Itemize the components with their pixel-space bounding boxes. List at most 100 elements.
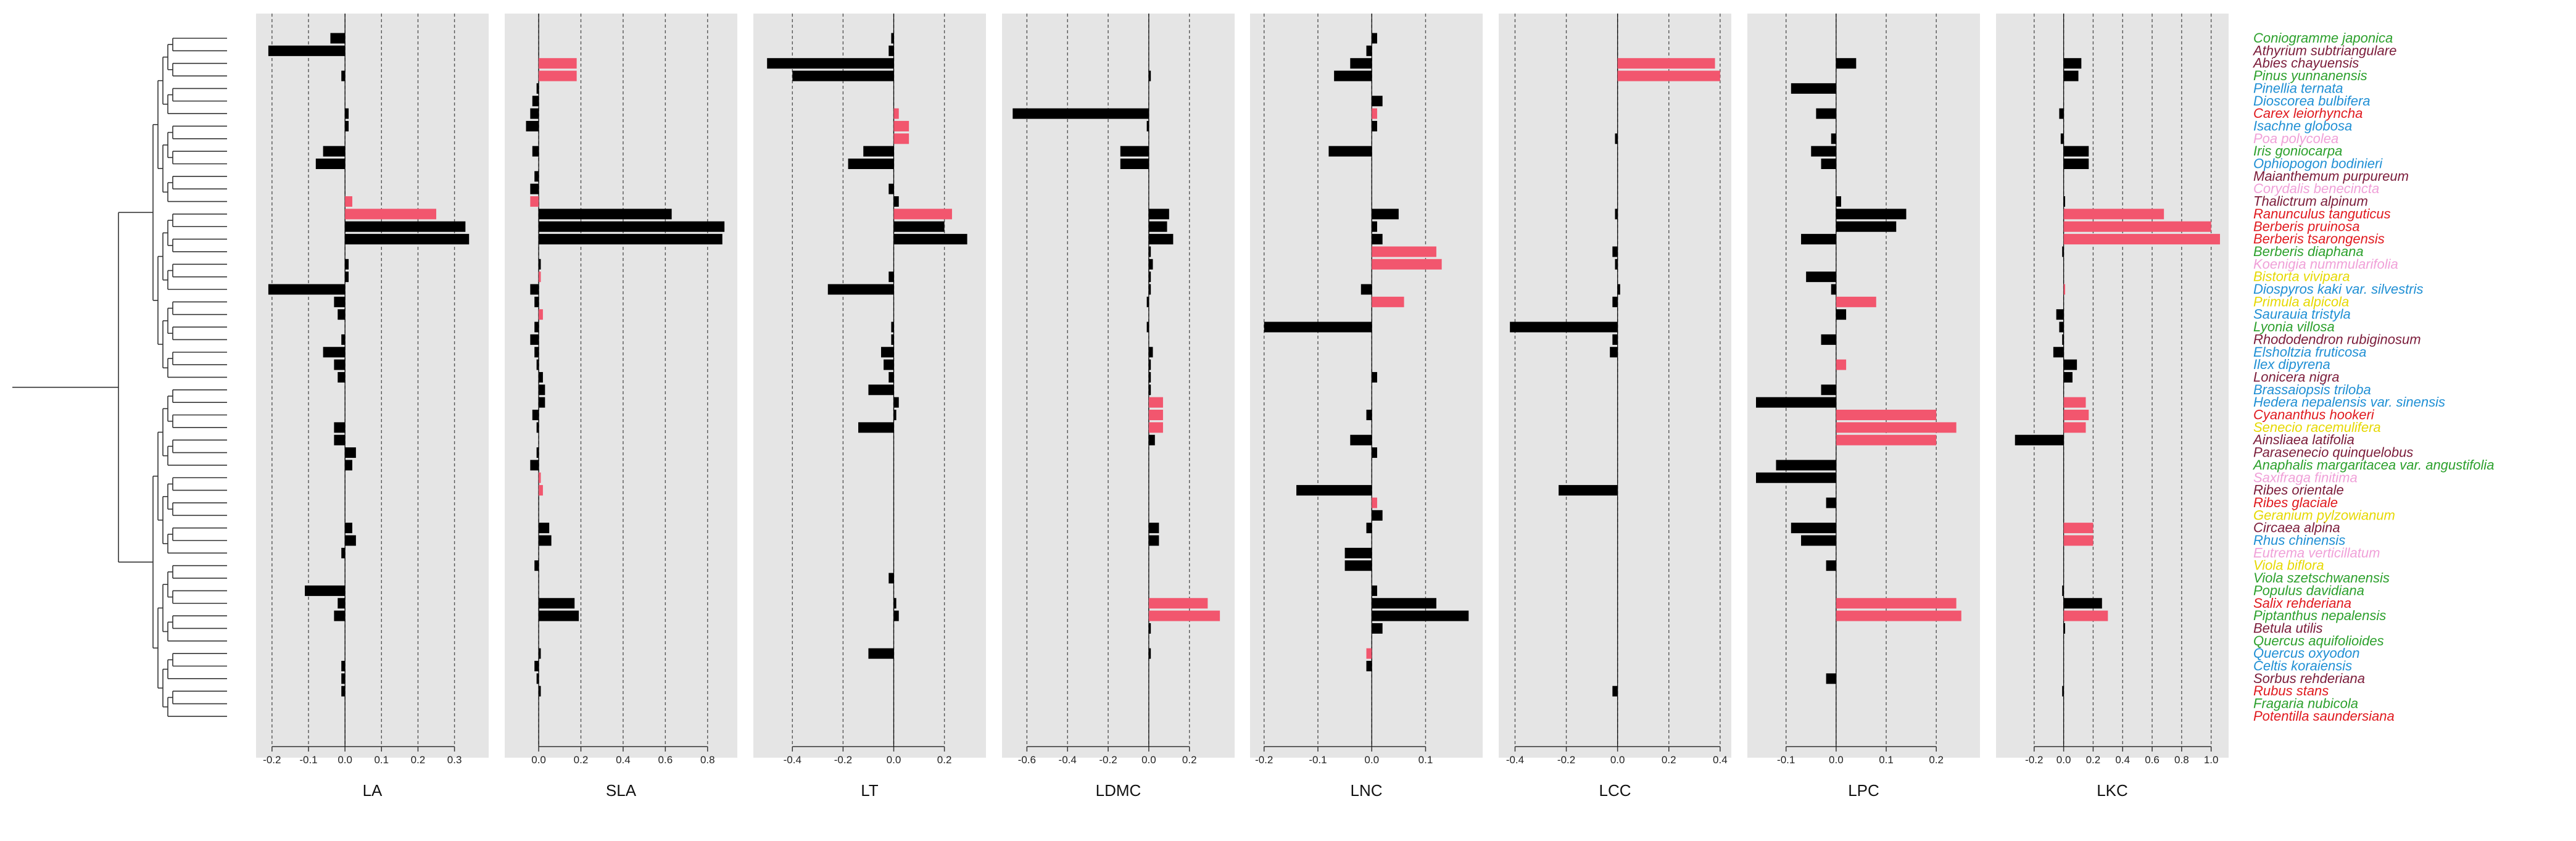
species-label: Primula alpicola	[2253, 294, 2349, 309]
bar-lpc-16	[1801, 234, 1836, 245]
bar-lkc-46	[2063, 610, 2108, 621]
panel-lpc: -0.1 0.0 0.1 0.2 LPC	[1747, 14, 1980, 800]
bar-sla-24	[530, 334, 539, 345]
tick-label: 0.4	[1713, 754, 1728, 766]
bar-lcc-52	[1612, 686, 1618, 697]
bar-lnc-6	[1372, 108, 1377, 119]
bar-lt-23	[891, 321, 894, 333]
bar-sla-50	[534, 661, 539, 671]
species-label: Athyrium subtriangulare	[2252, 43, 2396, 58]
bar-la-25	[323, 347, 346, 358]
bar-lnc-46	[1372, 610, 1469, 621]
species-label: Fragaria nubicola	[2253, 696, 2358, 711]
bar-lkc-3	[2063, 70, 2079, 81]
bar-ldmc-14	[1148, 209, 1169, 220]
tick-label: -0.2	[263, 754, 281, 766]
species-label: Carex leiorhyncha	[2253, 106, 2363, 121]
bar-ldmc-15	[1148, 221, 1167, 232]
species-label: Rhododendron rubiginosum	[2253, 331, 2421, 347]
tick-label: -0.2	[1099, 754, 1117, 766]
bar-lnc-7	[1372, 120, 1377, 131]
bar-lpc-31	[1836, 422, 1957, 433]
bar-la-26	[334, 359, 346, 370]
bar-lnc-23	[1264, 321, 1372, 333]
bar-lt-27	[888, 371, 894, 383]
tick-label: -0.4	[1059, 754, 1077, 766]
species-label: Coniogramme japonica	[2253, 30, 2393, 46]
bar-lnc-39	[1366, 523, 1372, 534]
bar-ldmc-28	[1148, 384, 1151, 396]
bar-lnc-21	[1372, 296, 1404, 307]
bar-sla-25	[534, 347, 539, 358]
bar-la-19	[345, 271, 349, 283]
bar-la-21	[334, 296, 346, 307]
tick-label: -0.4	[784, 754, 801, 766]
bar-lt-12	[888, 183, 894, 194]
bar-lpc-51	[1826, 673, 1836, 684]
bar-lcc-14	[1615, 209, 1618, 220]
bar-sla-34	[530, 460, 539, 471]
species-label: Populus davidiana	[2253, 582, 2364, 598]
species-label: Berberis diaphana	[2253, 244, 2364, 259]
phylogenetic-tree	[12, 38, 227, 717]
bar-lpc-45	[1836, 598, 1957, 609]
bar-la-46	[334, 610, 346, 621]
bar-lpc-39	[1791, 523, 1836, 534]
tick-label: 0.6	[658, 754, 673, 766]
species-label: Dioscorea bulbifera	[2253, 93, 2371, 109]
bar-ldmc-40	[1148, 535, 1159, 546]
bar-lnc-30	[1366, 410, 1372, 420]
tick-label: 0.8	[2174, 754, 2189, 766]
bar-lkc-27	[2063, 371, 2073, 383]
trait-panels: -0.2 -0.1 0.0 0.1 0.2 0.3 LA 0.0 0.2 0.4 0.6 0.8 SLA…	[256, 14, 2229, 800]
bar-lkc-25	[2053, 347, 2064, 358]
bar-lkc-32	[2015, 434, 2064, 445]
bar-la-18	[345, 259, 349, 270]
bar-lpc-4	[1791, 83, 1836, 94]
tick-label: 0.1	[1879, 754, 1894, 766]
tick-label: 0.0	[1364, 754, 1379, 766]
bar-sla-7	[526, 120, 539, 131]
bar-lt-14	[893, 209, 952, 220]
bar-la-15	[345, 221, 466, 232]
bar-lpc-15	[1836, 221, 1897, 232]
bar-lt-28	[868, 384, 894, 396]
bar-lpc-8	[1831, 133, 1836, 144]
tick-label: 0.2	[411, 754, 426, 766]
species-label: Senecio racemulifera	[2253, 420, 2381, 435]
panel-sla: 0.0 0.2 0.4 0.6 0.8 SLA	[505, 14, 737, 800]
tick-label: -0.2	[1557, 754, 1575, 766]
bar-la-3	[341, 70, 346, 81]
axis-title: LPC	[1848, 781, 1879, 800]
bar-la-40	[345, 535, 356, 546]
bar-lpc-35	[1756, 472, 1836, 483]
bar-sla-16	[539, 234, 723, 245]
tick-label: 0.4	[2115, 754, 2130, 766]
bar-lt-15	[893, 221, 945, 232]
bar-sla-15	[539, 221, 725, 232]
bar-ldmc-47	[1148, 623, 1151, 634]
bar-lnc-49	[1366, 648, 1372, 659]
bar-sla-28	[539, 384, 545, 396]
tick-label: 0.1	[1418, 754, 1433, 766]
bar-lpc-30	[1836, 410, 1937, 420]
bar-lt-0	[891, 33, 894, 44]
species-label: Piptanthus nepalensis	[2253, 608, 2386, 623]
axis-title: LNC	[1350, 781, 1382, 800]
bar-sla-29	[539, 397, 545, 408]
tick-label: 0.6	[2145, 754, 2160, 766]
panel-lnc: -0.2 -0.1 0.0 0.1 LNC	[1250, 14, 1483, 800]
species-label: Rhus chinensis	[2253, 532, 2345, 548]
bar-lt-1	[888, 45, 894, 56]
bar-sla-13	[530, 196, 539, 207]
bar-lpc-9	[1811, 146, 1836, 157]
panel-lkc: -0.2 0.0 0.2 0.4 0.6 0.8 1.0 LKC	[1996, 14, 2229, 800]
bar-lt-13	[893, 196, 899, 207]
bar-lpc-24	[1821, 334, 1836, 345]
bar-sla-6	[530, 108, 539, 119]
bar-sla-18	[539, 259, 541, 270]
species-label: Abies chayuensis	[2252, 56, 2359, 71]
species-label: Pinus yunnanensis	[2253, 68, 2367, 83]
species-label: Brassaiopsis triloba	[2253, 382, 2371, 397]
